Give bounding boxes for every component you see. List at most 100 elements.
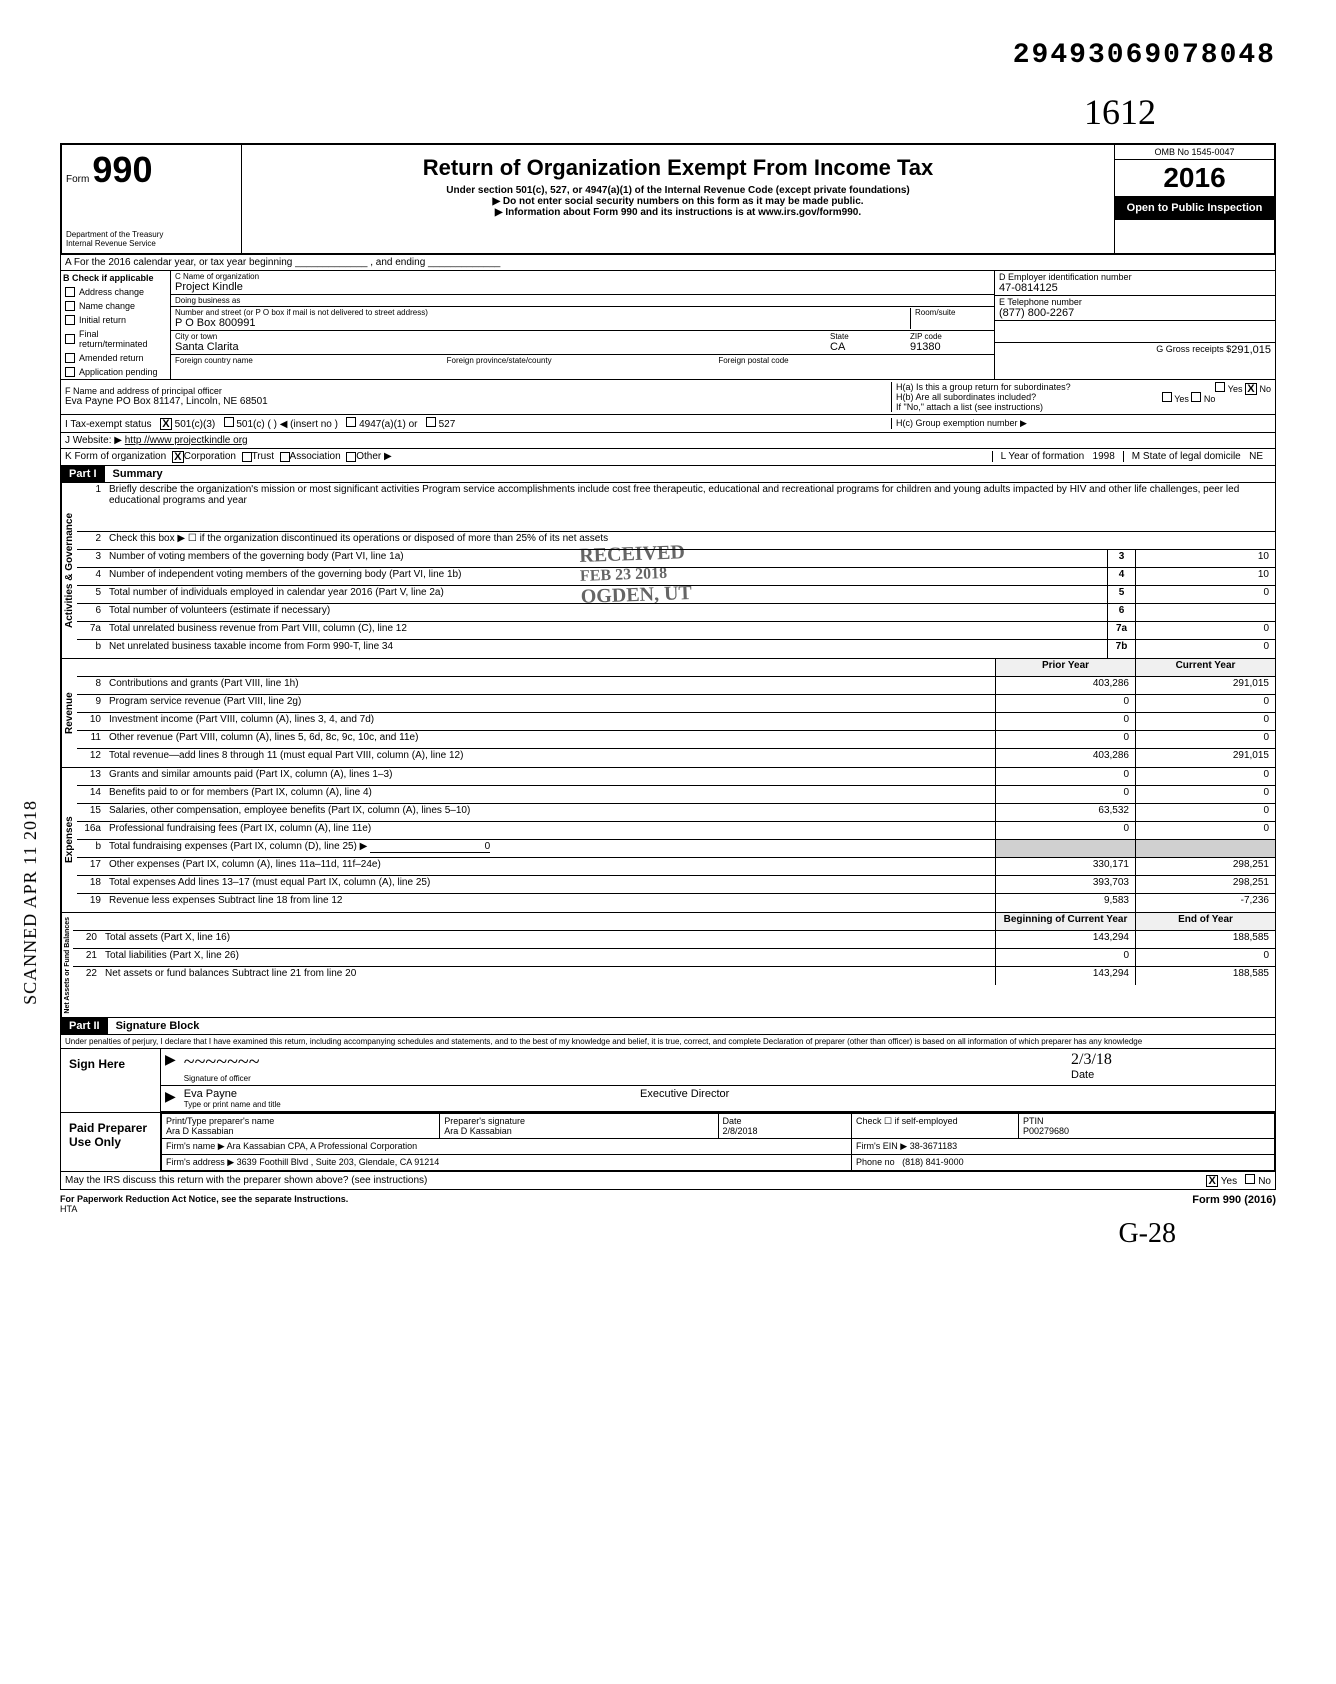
l19-num: 19	[77, 894, 107, 912]
cb-527[interactable]	[426, 417, 436, 427]
ha-yes-cb[interactable]	[1215, 382, 1225, 392]
label-initial-return: Initial return	[79, 315, 126, 325]
label-address-change: Address change	[79, 287, 144, 297]
summary-rev: Revenue Prior YearCurrent Year 8Contribu…	[60, 659, 1276, 768]
l6-num: 6	[77, 604, 107, 621]
l21-num: 21	[73, 949, 103, 966]
hb-yes-cb[interactable]	[1162, 392, 1172, 402]
checkbox-amended[interactable]	[65, 353, 75, 363]
gross-value: 291,015	[1231, 344, 1271, 356]
col-b: B Check if applicable Address change Nam…	[61, 271, 171, 379]
l7a-val: 0	[1135, 622, 1275, 639]
footer-right: Form 990 (2016)	[1192, 1194, 1276, 1214]
hb-no: No	[1204, 394, 1216, 404]
l4-desc: Number of independent voting members of …	[107, 568, 1107, 585]
hc-label: H(c) Group exemption number ▶	[896, 418, 1027, 428]
firm-addr: 3639 Foothill Blvd , Suite 203, Glendale…	[237, 1157, 440, 1167]
cb-corp[interactable]: X	[172, 451, 184, 463]
l19-current: -7,236	[1135, 894, 1275, 912]
l21-desc: Total liabilities (Part X, line 26)	[103, 949, 995, 966]
row-k: K Form of organization X Corporation Tru…	[60, 449, 1276, 466]
l8-desc: Contributions and grants (Part VIII, lin…	[107, 677, 995, 694]
l7b-val: 0	[1135, 640, 1275, 658]
may-irs-yes-cb[interactable]: X	[1206, 1175, 1218, 1187]
l20-desc: Total assets (Part X, line 16)	[103, 931, 995, 948]
prep-phone-label: Phone no	[856, 1157, 895, 1167]
form-number: 990	[92, 149, 152, 190]
l2-num: 2	[77, 532, 107, 549]
l7b-box: 7b	[1107, 640, 1135, 658]
org-name-label: C Name of organization	[175, 272, 990, 281]
l16a-prior: 0	[995, 822, 1135, 839]
cb-501c[interactable]	[224, 417, 234, 427]
begin-hdr: Beginning of Current Year	[995, 913, 1135, 930]
l12-prior: 403,286	[995, 749, 1135, 767]
may-irs-yes: Yes	[1221, 1176, 1237, 1187]
row-i: I Tax-exempt status X 501(c)(3) 501(c) (…	[60, 415, 1276, 433]
cb-trust[interactable]	[242, 452, 252, 462]
foreign-prov-label: Foreign province/state/county	[447, 356, 699, 365]
dept-irs: Internal Revenue Service	[66, 240, 237, 249]
may-irs-row: May the IRS discuss this return with the…	[61, 1171, 1275, 1189]
sig-date-label: Date	[1071, 1069, 1271, 1081]
l10-prior: 0	[995, 713, 1135, 730]
l5-num: 5	[77, 586, 107, 603]
checkbox-app-pending[interactable]	[65, 367, 75, 377]
l16b-val: 0	[370, 841, 490, 853]
l3-num: 3	[77, 550, 107, 567]
l6-box: 6	[1107, 604, 1135, 621]
l10-desc: Investment income (Part VIII, column (A)…	[107, 713, 995, 730]
opt-corp: Corporation	[184, 451, 236, 462]
l9-num: 9	[77, 695, 107, 712]
footer-row: For Paperwork Reduction Act Notice, see …	[60, 1190, 1276, 1218]
line-j-value: http //www projectkindle org	[125, 435, 248, 446]
zip-value: 91380	[910, 341, 970, 353]
l16a-desc: Professional fundraising fees (Part IX, …	[107, 822, 995, 839]
opt-501c3: 501(c)(3)	[175, 419, 216, 430]
part1-hdr: Part I	[61, 466, 105, 482]
sig-date-hw: 2/3/18	[1071, 1051, 1271, 1069]
checkbox-final-return[interactable]	[65, 334, 75, 344]
l13-prior: 0	[995, 768, 1135, 785]
l1-num: 1	[77, 483, 107, 531]
l8-prior: 403,286	[995, 677, 1135, 694]
l17-num: 17	[77, 858, 107, 875]
cb-4947[interactable]	[346, 417, 356, 427]
cb-assoc[interactable]	[280, 452, 290, 462]
l5-val: 0	[1135, 586, 1275, 603]
cb-other[interactable]	[346, 452, 356, 462]
col-c: C Name of organization Project Kindle Do…	[171, 271, 995, 379]
prep-phone: (818) 841-9000	[902, 1157, 964, 1167]
l17-current: 298,251	[1135, 858, 1275, 875]
l16a-current: 0	[1135, 822, 1275, 839]
may-irs-no-cb[interactable]	[1245, 1174, 1255, 1184]
arrow-icon-2: ▶	[165, 1088, 176, 1109]
checkbox-initial-return[interactable]	[65, 315, 75, 325]
l20-num: 20	[73, 931, 103, 948]
l15-prior: 63,532	[995, 804, 1135, 821]
l15-num: 15	[77, 804, 107, 821]
vtab-rev: Revenue	[61, 659, 77, 767]
checkbox-name-change[interactable]	[65, 301, 75, 311]
gross-label: G Gross receipts $	[1156, 344, 1231, 354]
l4-box: 4	[1107, 568, 1135, 585]
hb-no-cb[interactable]	[1191, 392, 1201, 402]
prep-print-label: Print/Type preparer's name	[166, 1116, 435, 1126]
checkbox-address-change[interactable]	[65, 287, 75, 297]
ha-no-cb[interactable]: X	[1245, 383, 1257, 395]
l21-current: 0	[1135, 949, 1275, 966]
opt-trust: Trust	[252, 451, 274, 462]
line-i-label: I Tax-exempt status	[65, 419, 152, 430]
prep-ptin-label: PTIN	[1023, 1116, 1270, 1126]
cb-501c3[interactable]: X	[160, 418, 172, 430]
paid-prep-label: Paid Preparer Use Only	[61, 1113, 161, 1171]
l12-current: 291,015	[1135, 749, 1275, 767]
opt-527: 527	[439, 419, 456, 430]
form-title: Return of Organization Exempt From Incom…	[250, 155, 1106, 181]
l9-prior: 0	[995, 695, 1135, 712]
sig-officer-label: Signature of officer	[184, 1074, 1071, 1083]
opt-4947: 4947(a)(1) or	[359, 419, 417, 430]
l18-num: 18	[77, 876, 107, 893]
l22-prior: 143,294	[995, 967, 1135, 985]
l17-prior: 330,171	[995, 858, 1135, 875]
